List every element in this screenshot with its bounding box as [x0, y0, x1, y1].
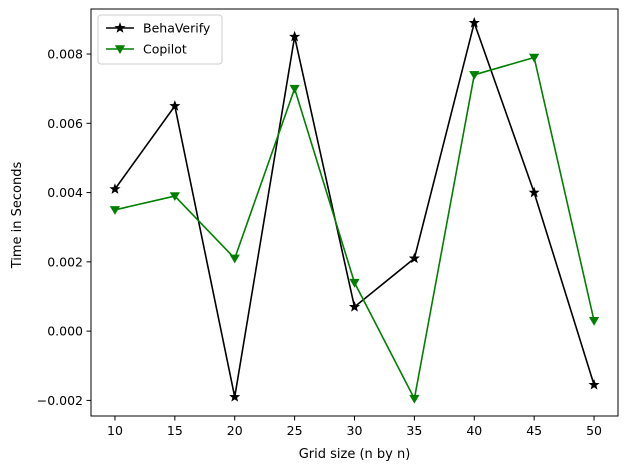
x-tick-label: 25 — [287, 423, 303, 438]
data-point-2-5 — [349, 278, 360, 288]
y-tick-label: 0.008 — [47, 47, 83, 62]
data-point-2-7 — [469, 71, 480, 80]
legend-label-1: BehaVerify — [143, 21, 211, 36]
data-point-2-3 — [229, 254, 240, 264]
series-line-2 — [114, 56, 595, 400]
legend-marker-1 — [114, 22, 126, 33]
y-axis-label: Time in Seconds — [10, 162, 25, 270]
data-point-1-9 — [588, 378, 600, 390]
legend-marker-2 — [114, 45, 126, 54]
plot-area — [109, 17, 600, 404]
data-point-1-7 — [468, 17, 480, 28]
x-tick-label: 20 — [227, 423, 243, 438]
y-tick-label: −0.002 — [37, 393, 83, 408]
y-tick-label: 0.006 — [47, 116, 83, 131]
data-point-2-9 — [588, 316, 600, 326]
data-point-2-2 — [169, 192, 180, 202]
axes-frame — [90, 8, 619, 417]
legend: BehaVerify Copilot — [97, 14, 223, 65]
series-line-1 — [114, 22, 595, 398]
x-tick-label: 35 — [406, 423, 422, 438]
data-point-2-6 — [409, 394, 420, 404]
data-point-2-4 — [289, 84, 300, 94]
x-tick-label: 10 — [107, 423, 123, 438]
data-point-2-1 — [109, 206, 121, 215]
data-point-1-5 — [348, 301, 361, 312]
data-point-1-6 — [408, 252, 420, 264]
data-point-1-3 — [229, 391, 241, 402]
data-point-1-2 — [169, 100, 181, 111]
x-tick-label: 30 — [347, 423, 363, 438]
y-tick-label: 0.002 — [47, 254, 83, 269]
data-point-1-8 — [528, 186, 540, 198]
data-point-1-4 — [289, 30, 301, 42]
legend-label-2: Copilot — [143, 42, 187, 57]
data-point-2-8 — [529, 53, 540, 63]
y-tick-label: 0.000 — [47, 324, 83, 339]
x-tick-label: 45 — [526, 423, 542, 438]
axes: 10 15 20 25 30 35 40 45 50 −0.002 0.000 0.002 0.004 0… — [37, 8, 619, 438]
y-tick-label: 0.004 — [47, 185, 83, 200]
x-axis-label: Grid size (n by n) — [299, 447, 411, 462]
data-point-1-1 — [109, 183, 121, 194]
x-tick-label: 15 — [167, 423, 183, 438]
x-tick-label: 40 — [466, 423, 482, 438]
x-tick-label: 50 — [586, 423, 602, 438]
